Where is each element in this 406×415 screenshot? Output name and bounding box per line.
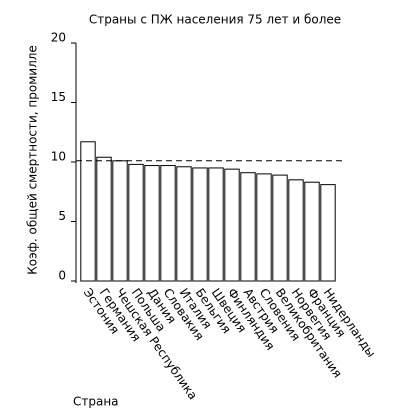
- bar: [144, 165, 160, 282]
- bar: [208, 167, 224, 282]
- bar: [224, 168, 240, 282]
- y-tick-label: 15: [51, 90, 66, 104]
- bar: [96, 156, 112, 282]
- bar: [256, 173, 272, 282]
- bar: [80, 141, 96, 282]
- bar: [160, 165, 176, 282]
- y-tick-label: 20: [51, 31, 66, 45]
- bar: [240, 172, 256, 282]
- bar: [128, 163, 144, 282]
- bar: [112, 160, 128, 282]
- bar: [320, 184, 336, 282]
- bar: [288, 179, 304, 282]
- y-tick-label: 5: [58, 209, 66, 223]
- y-tick-label: 0: [58, 269, 66, 283]
- y-axis-label: Коэф. общей смертности, промилле: [26, 45, 40, 275]
- bar: [272, 174, 288, 282]
- bar: [304, 181, 320, 282]
- bar: [192, 167, 208, 282]
- y-tick-label: 10: [51, 150, 66, 164]
- x-axis-label: Страна: [73, 395, 119, 409]
- bar: [176, 166, 192, 282]
- chart-title: Страны с ПЖ населения 75 лет и более: [89, 13, 341, 27]
